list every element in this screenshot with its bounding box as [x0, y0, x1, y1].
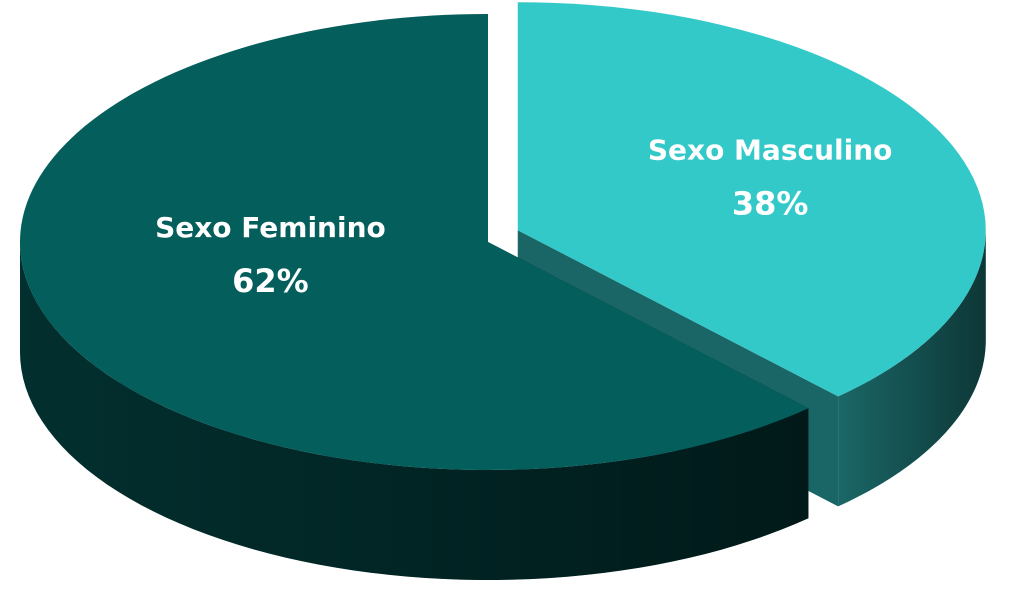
slice-side-shade [20, 242, 809, 580]
pie-slice [517, 2, 986, 397]
pie-slice [20, 14, 809, 470]
slice-label: Sexo Masculino [648, 134, 893, 167]
slice-value-label: 38% [732, 185, 809, 223]
slice-label: Sexo Feminino [155, 211, 386, 244]
slice-value-label: 62% [232, 262, 309, 300]
slice-side-shade [838, 230, 986, 507]
